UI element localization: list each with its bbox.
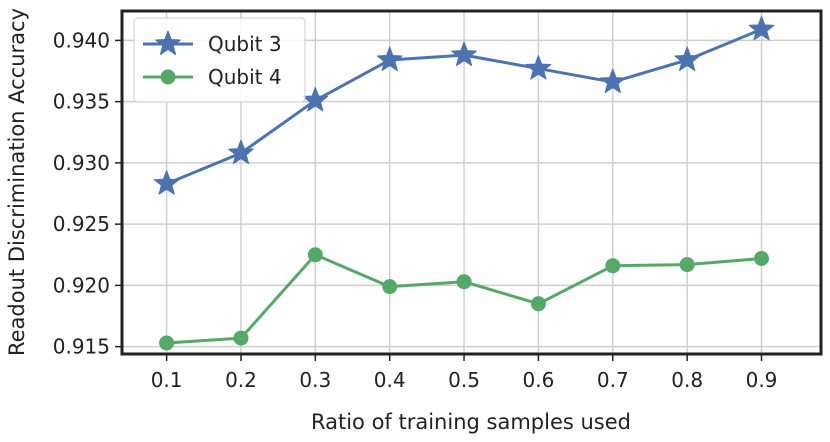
circle-marker — [233, 330, 249, 346]
circle-marker — [456, 274, 472, 290]
y-axis-label: Readout Discrimination Accuracy — [5, 8, 29, 356]
x-tick-label: 0.8 — [671, 368, 703, 392]
legend: Qubit 3 Qubit 4 — [133, 17, 306, 103]
y-tick-label: 0.920 — [53, 273, 110, 297]
star-marker — [376, 46, 403, 72]
star-marker — [302, 86, 329, 112]
series-qubit-3 — [153, 15, 775, 195]
x-tick-label: 0.5 — [448, 368, 480, 392]
star-marker — [525, 55, 552, 80]
legend-circle-icon — [160, 69, 176, 85]
legend-label: Qubit 4 — [208, 65, 282, 89]
legend-item: Qubit 3 — [143, 30, 282, 56]
circle-marker — [382, 279, 398, 295]
circle-marker — [530, 296, 546, 312]
x-tick-label: 0.7 — [597, 368, 629, 392]
circle-marker — [307, 247, 323, 263]
star-marker — [451, 41, 477, 67]
y-tick-label: 0.915 — [53, 335, 110, 359]
star-marker — [674, 46, 701, 72]
x-tick-label: 0.4 — [374, 368, 406, 392]
axis-ticks: 0.1 0.2 0.3 0.4 0.5 0.6 0.7 0.8 0.9 0.915 0.920 0.9… — [53, 28, 778, 392]
series-qubit-4 — [159, 247, 770, 351]
circle-marker — [754, 250, 770, 266]
x-tick-label: 0.2 — [225, 368, 257, 392]
y-tick-label: 0.940 — [53, 28, 110, 52]
x-axis-label: Ratio of training samples used — [311, 410, 631, 434]
legend-box — [133, 17, 306, 103]
star-marker — [748, 15, 775, 41]
x-tick-label: 0.3 — [299, 368, 331, 392]
star-marker — [153, 170, 180, 195]
legend-star-icon — [155, 30, 181, 56]
x-tick-label: 0.1 — [151, 368, 183, 392]
x-tick-label: 0.6 — [523, 368, 555, 392]
star-marker — [228, 139, 254, 165]
circle-marker — [679, 257, 695, 273]
y-tick-label: 0.935 — [53, 90, 110, 114]
star-marker — [599, 68, 626, 94]
y-tick-label: 0.925 — [53, 212, 110, 236]
circle-marker — [605, 258, 621, 274]
plot-series — [153, 15, 775, 351]
y-tick-label: 0.930 — [53, 151, 110, 175]
legend-item: Qubit 4 — [143, 65, 282, 89]
circle-marker — [159, 335, 175, 351]
plot-frame — [120, 9, 823, 356]
legend-label: Qubit 3 — [208, 32, 282, 56]
x-tick-label: 0.9 — [746, 368, 778, 392]
